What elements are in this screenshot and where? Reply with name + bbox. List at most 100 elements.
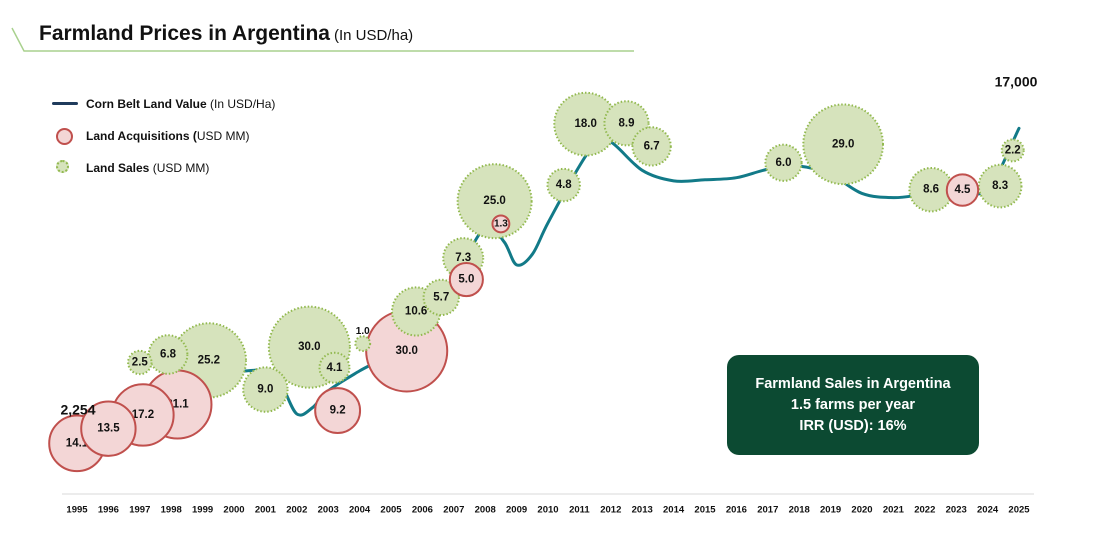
sale-bubble-16 [802,103,885,186]
info-box-line-3: IRR (USD): 16% [799,417,907,434]
x-tick-label-2011: 2011 [569,505,590,516]
x-tick-label-2006: 2006 [412,505,433,516]
acquisition-bubble-8 [945,173,980,207]
line-end-label: 17,000 [995,74,1038,90]
info-box-line-2: 1.5 farms per year [790,396,916,413]
sale-bubble-3 [242,366,289,413]
sale-value-10: 25.0 [483,195,505,207]
sale-value-6: 1.0 [356,326,370,337]
sale-value-9: 7.3 [455,252,471,264]
info-box: Farmland Sales in Argentina 1.5 farms pe… [727,355,979,455]
legend: Corn Belt Land Value (In USD/Ha) Land Ac… [50,88,275,184]
x-tick-label-2018: 2018 [789,505,810,516]
x-tick-label-1999: 1999 [192,505,213,516]
sale-value-17: 8.6 [923,184,939,196]
x-tick-label-2007: 2007 [443,505,464,516]
acquisition-bubble-7 [491,214,511,234]
x-tick-label-2019: 2019 [820,505,841,516]
legend-sales-unit: (USD MM) [152,161,210,175]
x-tick-label-2001: 2001 [255,505,277,516]
legend-item-line: Corn Belt Land Value (In USD/Ha) [50,88,275,120]
x-tick-label-2003: 2003 [318,505,339,516]
acquisition-bubble-1 [80,400,137,457]
x-tick-label-2002: 2002 [286,505,307,516]
acquisition-value-5: 30.0 [396,345,418,357]
legend-sales-swatch [50,160,80,176]
legend-acquisition-unit: USD MM) [196,129,250,143]
sale-value-15: 6.0 [776,157,792,169]
legend-item-acquisitions: Land Acquisitions (USD MM) [50,120,275,152]
sale-value-8: 5.7 [433,291,449,303]
x-tick-label-1997: 1997 [129,505,150,516]
sale-bubble-18 [977,163,1023,209]
sale-value-1: 6.8 [160,349,177,361]
x-tick-label-1998: 1998 [161,505,182,516]
sale-value-14: 6.7 [644,140,660,152]
x-tick-label-1995: 1995 [66,505,88,516]
x-tick-label-2024: 2024 [977,505,999,516]
x-tick-label-2023: 2023 [946,505,967,516]
acquisition-value-7: 1.3 [494,219,508,230]
sale-bubble-5 [318,351,351,384]
x-tick-label-2012: 2012 [600,505,621,516]
x-tick-label-2010: 2010 [537,505,558,516]
legend-sales-label: Land Sales [86,161,150,175]
x-tick-label-2004: 2004 [349,505,371,516]
sale-value-5: 4.1 [326,362,343,374]
sale-bubble-8 [422,278,460,317]
sale-value-11: 4.8 [556,179,573,191]
sale-value-4: 30.0 [298,341,320,353]
sale-value-18: 8.3 [992,180,1008,192]
acquisition-value-6: 5.0 [458,274,474,286]
x-tick-label-2005: 2005 [380,505,402,516]
sale-bubble-10 [456,163,533,240]
chart-title-text: Farmland Prices in Argentina [39,22,330,45]
title-area: Farmland Prices in Argentina (In USD/ha) [0,0,640,60]
legend-acquisition-swatch [50,128,80,145]
x-tick-label-2017: 2017 [757,505,778,516]
chart-title: Farmland Prices in Argentina (In USD/ha) [39,22,413,46]
legend-line-swatch [50,96,80,112]
acquisition-bubble-4 [314,387,362,435]
x-tick-label-1996: 1996 [98,505,119,516]
sale-value-3: 9.0 [257,384,273,396]
x-tick-label-2015: 2015 [694,505,716,516]
sale-bubble-15 [764,143,803,182]
x-tick-label-2013: 2013 [632,505,653,516]
acquisition-value-8: 4.5 [954,184,971,196]
sale-value-19: 2.2 [1005,144,1021,156]
info-box-line-1: Farmland Sales in Argentina [755,375,951,392]
sale-value-2: 25.2 [198,354,220,366]
x-tick-label-2016: 2016 [726,505,747,516]
sale-bubble-11 [546,167,581,203]
sale-value-0: 2.5 [132,357,149,369]
x-tick-label-2020: 2020 [851,505,872,516]
x-tick-label-2022: 2022 [914,505,935,516]
legend-line-label: Corn Belt Land Value [86,97,207,111]
legend-item-sales: Land Sales (USD MM) [50,152,275,184]
legend-line-unit: (In USD/Ha) [210,97,276,111]
x-tick-label-2009: 2009 [506,505,527,516]
sale-bubble-14 [631,126,672,167]
chart-title-unit: (In USD/ha) [333,27,414,44]
acquisition-value-1: 13.5 [97,423,120,435]
sale-value-7: 10.6 [405,305,427,317]
x-tick-label-2025: 2025 [1008,505,1030,516]
acquisition-value-2: 17.2 [132,409,154,421]
sale-bubble-6 [354,335,372,352]
x-tick-label-2014: 2014 [663,505,685,516]
sale-value-13: 8.9 [619,117,635,129]
x-tick-label-2000: 2000 [223,505,244,516]
title-rule [11,27,634,52]
acquisition-bubble-6 [448,261,484,298]
sale-bubble-1 [147,334,189,375]
sale-value-12: 18.0 [574,118,596,130]
sale-bubble-0 [127,349,153,376]
line-start-label: 2,254 [60,402,95,418]
x-tick-label-2021: 2021 [883,505,905,516]
legend-acquisition-label: Land Acquisitions ( [86,129,197,143]
x-tick-label-2008: 2008 [475,505,496,516]
sale-bubble-19 [1000,138,1025,163]
sale-value-16: 29.0 [832,138,854,150]
